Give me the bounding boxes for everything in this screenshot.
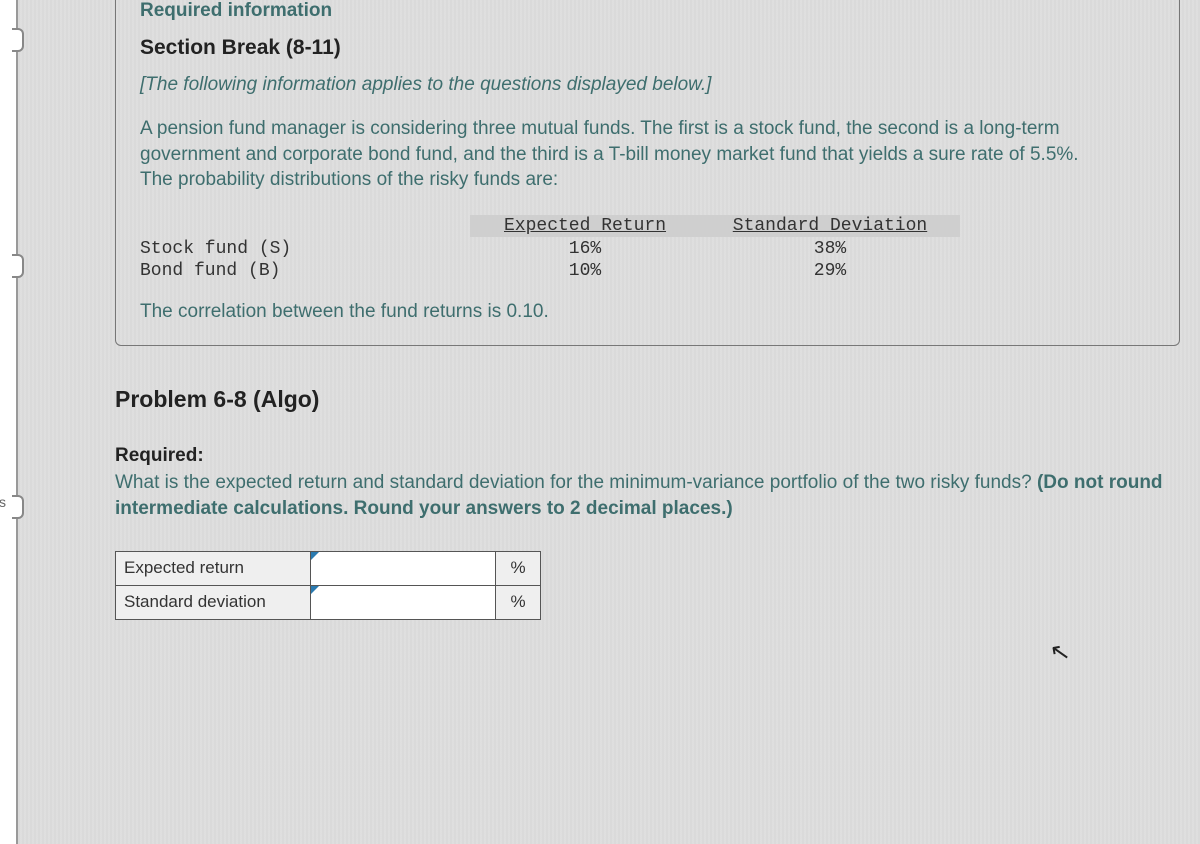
answer-table: Expected return % Standard deviation % (115, 551, 541, 620)
fund-expected-return: 10% (470, 261, 700, 281)
correlation-line: The correlation between the fund returns… (140, 301, 1155, 323)
table-header-row: Expected Return Standard Deviation (140, 215, 1155, 237)
scenario-paragraph: A pension fund manager is considering th… (140, 116, 1100, 193)
sidebar-letter: s (0, 494, 6, 510)
unit-label: % (496, 551, 541, 585)
fund-expected-return: 16% (470, 239, 700, 259)
section-break-heading: Section Break (8-11) (140, 36, 1155, 60)
left-sidebar (0, 0, 18, 844)
answer-label: Standard deviation (116, 585, 311, 619)
sidebar-tab[interactable] (12, 254, 24, 278)
required-question: What is the expected return and standard… (115, 472, 1037, 493)
required-information-panel: Required information Section Break (8-11… (115, 0, 1180, 346)
table-header-standard-deviation: Standard Deviation (700, 215, 960, 237)
answer-row: Expected return % (116, 551, 541, 585)
applies-note: [The following information applies to th… (140, 74, 1155, 96)
required-label: Required: (115, 445, 204, 466)
table-header-expected-return: Expected Return (470, 215, 700, 237)
required-block: Required: What is the expected return an… (115, 443, 1200, 523)
standard-deviation-input-cell[interactable] (311, 585, 496, 619)
answer-row: Standard deviation % (116, 585, 541, 619)
table-header-blank (140, 215, 470, 237)
expected-return-input[interactable] (311, 552, 495, 585)
sidebar-tab[interactable] (12, 28, 24, 52)
sidebar-tab[interactable] (12, 495, 24, 519)
expected-return-input-cell[interactable] (311, 551, 496, 585)
answer-label: Expected return (116, 551, 311, 585)
problem-title: Problem 6-8 (Algo) (115, 386, 1200, 413)
table-row: Stock fund (S) 16% 38% (140, 239, 1155, 259)
fund-name: Stock fund (S) (140, 239, 470, 259)
required-information-heading: Required information (140, 0, 1155, 22)
main-content: Required information Section Break (8-11… (55, 0, 1200, 844)
fund-standard-deviation: 38% (700, 239, 960, 259)
fund-standard-deviation: 29% (700, 261, 960, 281)
table-row: Bond fund (B) 10% 29% (140, 261, 1155, 281)
unit-label: % (496, 585, 541, 619)
fund-data-table: Expected Return Standard Deviation Stock… (140, 215, 1155, 281)
standard-deviation-input[interactable] (311, 586, 495, 619)
fund-name: Bond fund (B) (140, 261, 470, 281)
